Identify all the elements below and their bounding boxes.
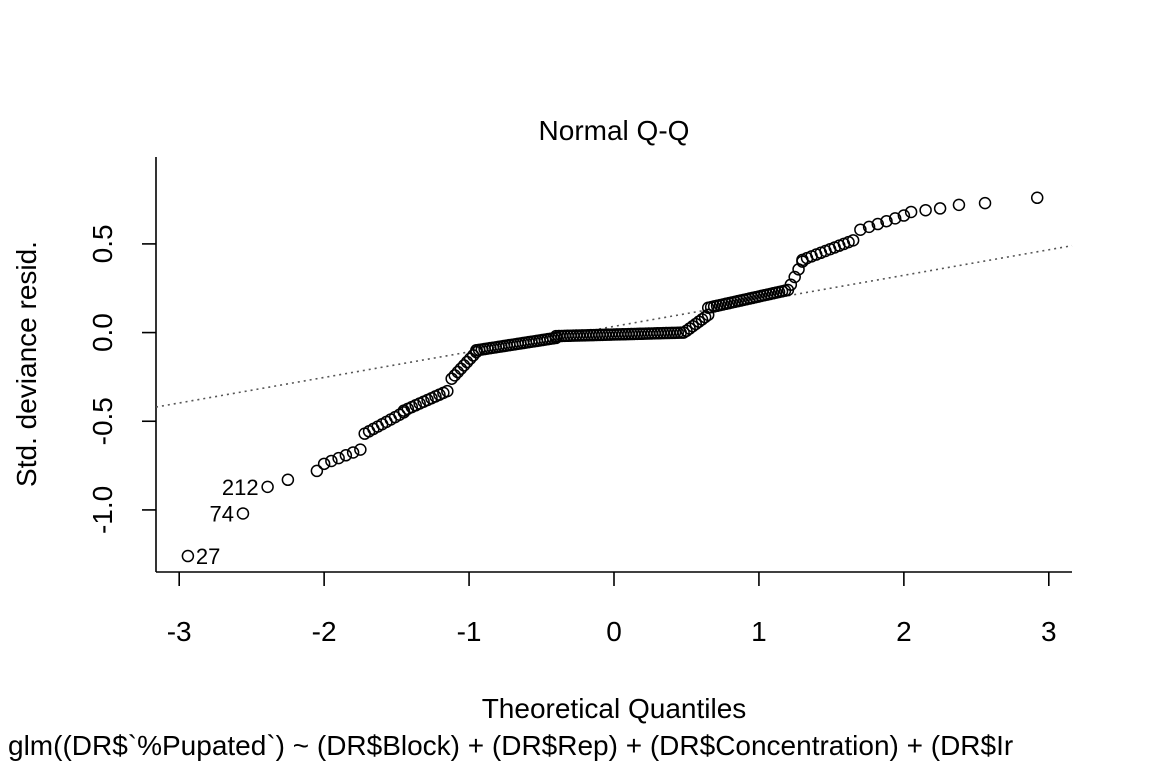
data-point	[701, 308, 715, 322]
x-tick-label: 2	[896, 616, 912, 647]
x-tick-label: -2	[312, 616, 337, 647]
x-axis-label: Theoretical Quantiles	[482, 693, 747, 724]
data-point	[686, 319, 699, 333]
x-tick-label: 3	[1041, 616, 1057, 647]
data-point	[460, 355, 474, 369]
point-label: 74	[209, 501, 233, 526]
chart-title: Normal Q-Q	[539, 115, 690, 146]
data-point	[236, 507, 250, 520]
data-point	[978, 196, 992, 210]
data-point	[854, 223, 867, 236]
data-point	[463, 352, 477, 365]
point-label: 27	[196, 544, 220, 569]
data-point	[689, 317, 703, 331]
data-point	[1030, 191, 1044, 205]
y-axis-label: Std. deviance resid.	[11, 241, 42, 487]
reference-line	[155, 244, 1073, 408]
y-tick-label: 0.5	[87, 224, 118, 263]
data-point	[441, 384, 454, 398]
data-point	[784, 278, 798, 291]
data-point	[862, 220, 876, 234]
data-point	[454, 362, 468, 375]
data-point	[451, 365, 465, 379]
data-point	[683, 322, 696, 335]
data-points	[181, 191, 1044, 563]
data-point	[339, 449, 353, 462]
point-label: 212	[222, 475, 259, 500]
x-tick-label: -3	[167, 616, 192, 647]
data-point	[692, 315, 706, 328]
data-point	[788, 270, 801, 284]
data-point	[680, 324, 693, 338]
data-point	[888, 212, 902, 225]
data-point	[354, 443, 367, 456]
y-axis-ticks: -1.0 -0.5 0.0 0.5	[87, 224, 156, 534]
y-tick-label: -1.0	[87, 486, 118, 534]
data-point	[846, 234, 860, 247]
data-point	[325, 454, 338, 468]
x-axis-ticks: -3 -2 -1 0 1 2 3	[167, 572, 1057, 647]
data-point	[317, 457, 331, 471]
data-point	[445, 372, 458, 385]
data-point	[880, 214, 893, 228]
y-tick-label: -0.5	[87, 397, 118, 445]
x-tick-label: 1	[751, 616, 767, 647]
data-point	[332, 451, 345, 465]
data-point	[919, 203, 932, 217]
data-point	[448, 369, 462, 382]
data-point	[310, 464, 324, 478]
data-point	[346, 446, 360, 459]
data-point	[904, 205, 918, 219]
data-point	[695, 313, 709, 326]
data-point	[457, 359, 471, 372]
data-point	[933, 202, 947, 215]
data-point	[181, 549, 195, 563]
y-tick-label: 0.0	[87, 313, 118, 352]
data-point	[871, 217, 885, 231]
data-point	[261, 480, 274, 494]
x-tick-label: 0	[606, 616, 622, 647]
data-point	[897, 209, 911, 222]
data-point	[281, 473, 295, 487]
x-tick-label: -1	[457, 616, 482, 647]
model-formula: glm((DR$`%Pupated`) ~ (DR$Block) + (DR$R…	[8, 730, 1013, 761]
data-point	[952, 198, 966, 212]
